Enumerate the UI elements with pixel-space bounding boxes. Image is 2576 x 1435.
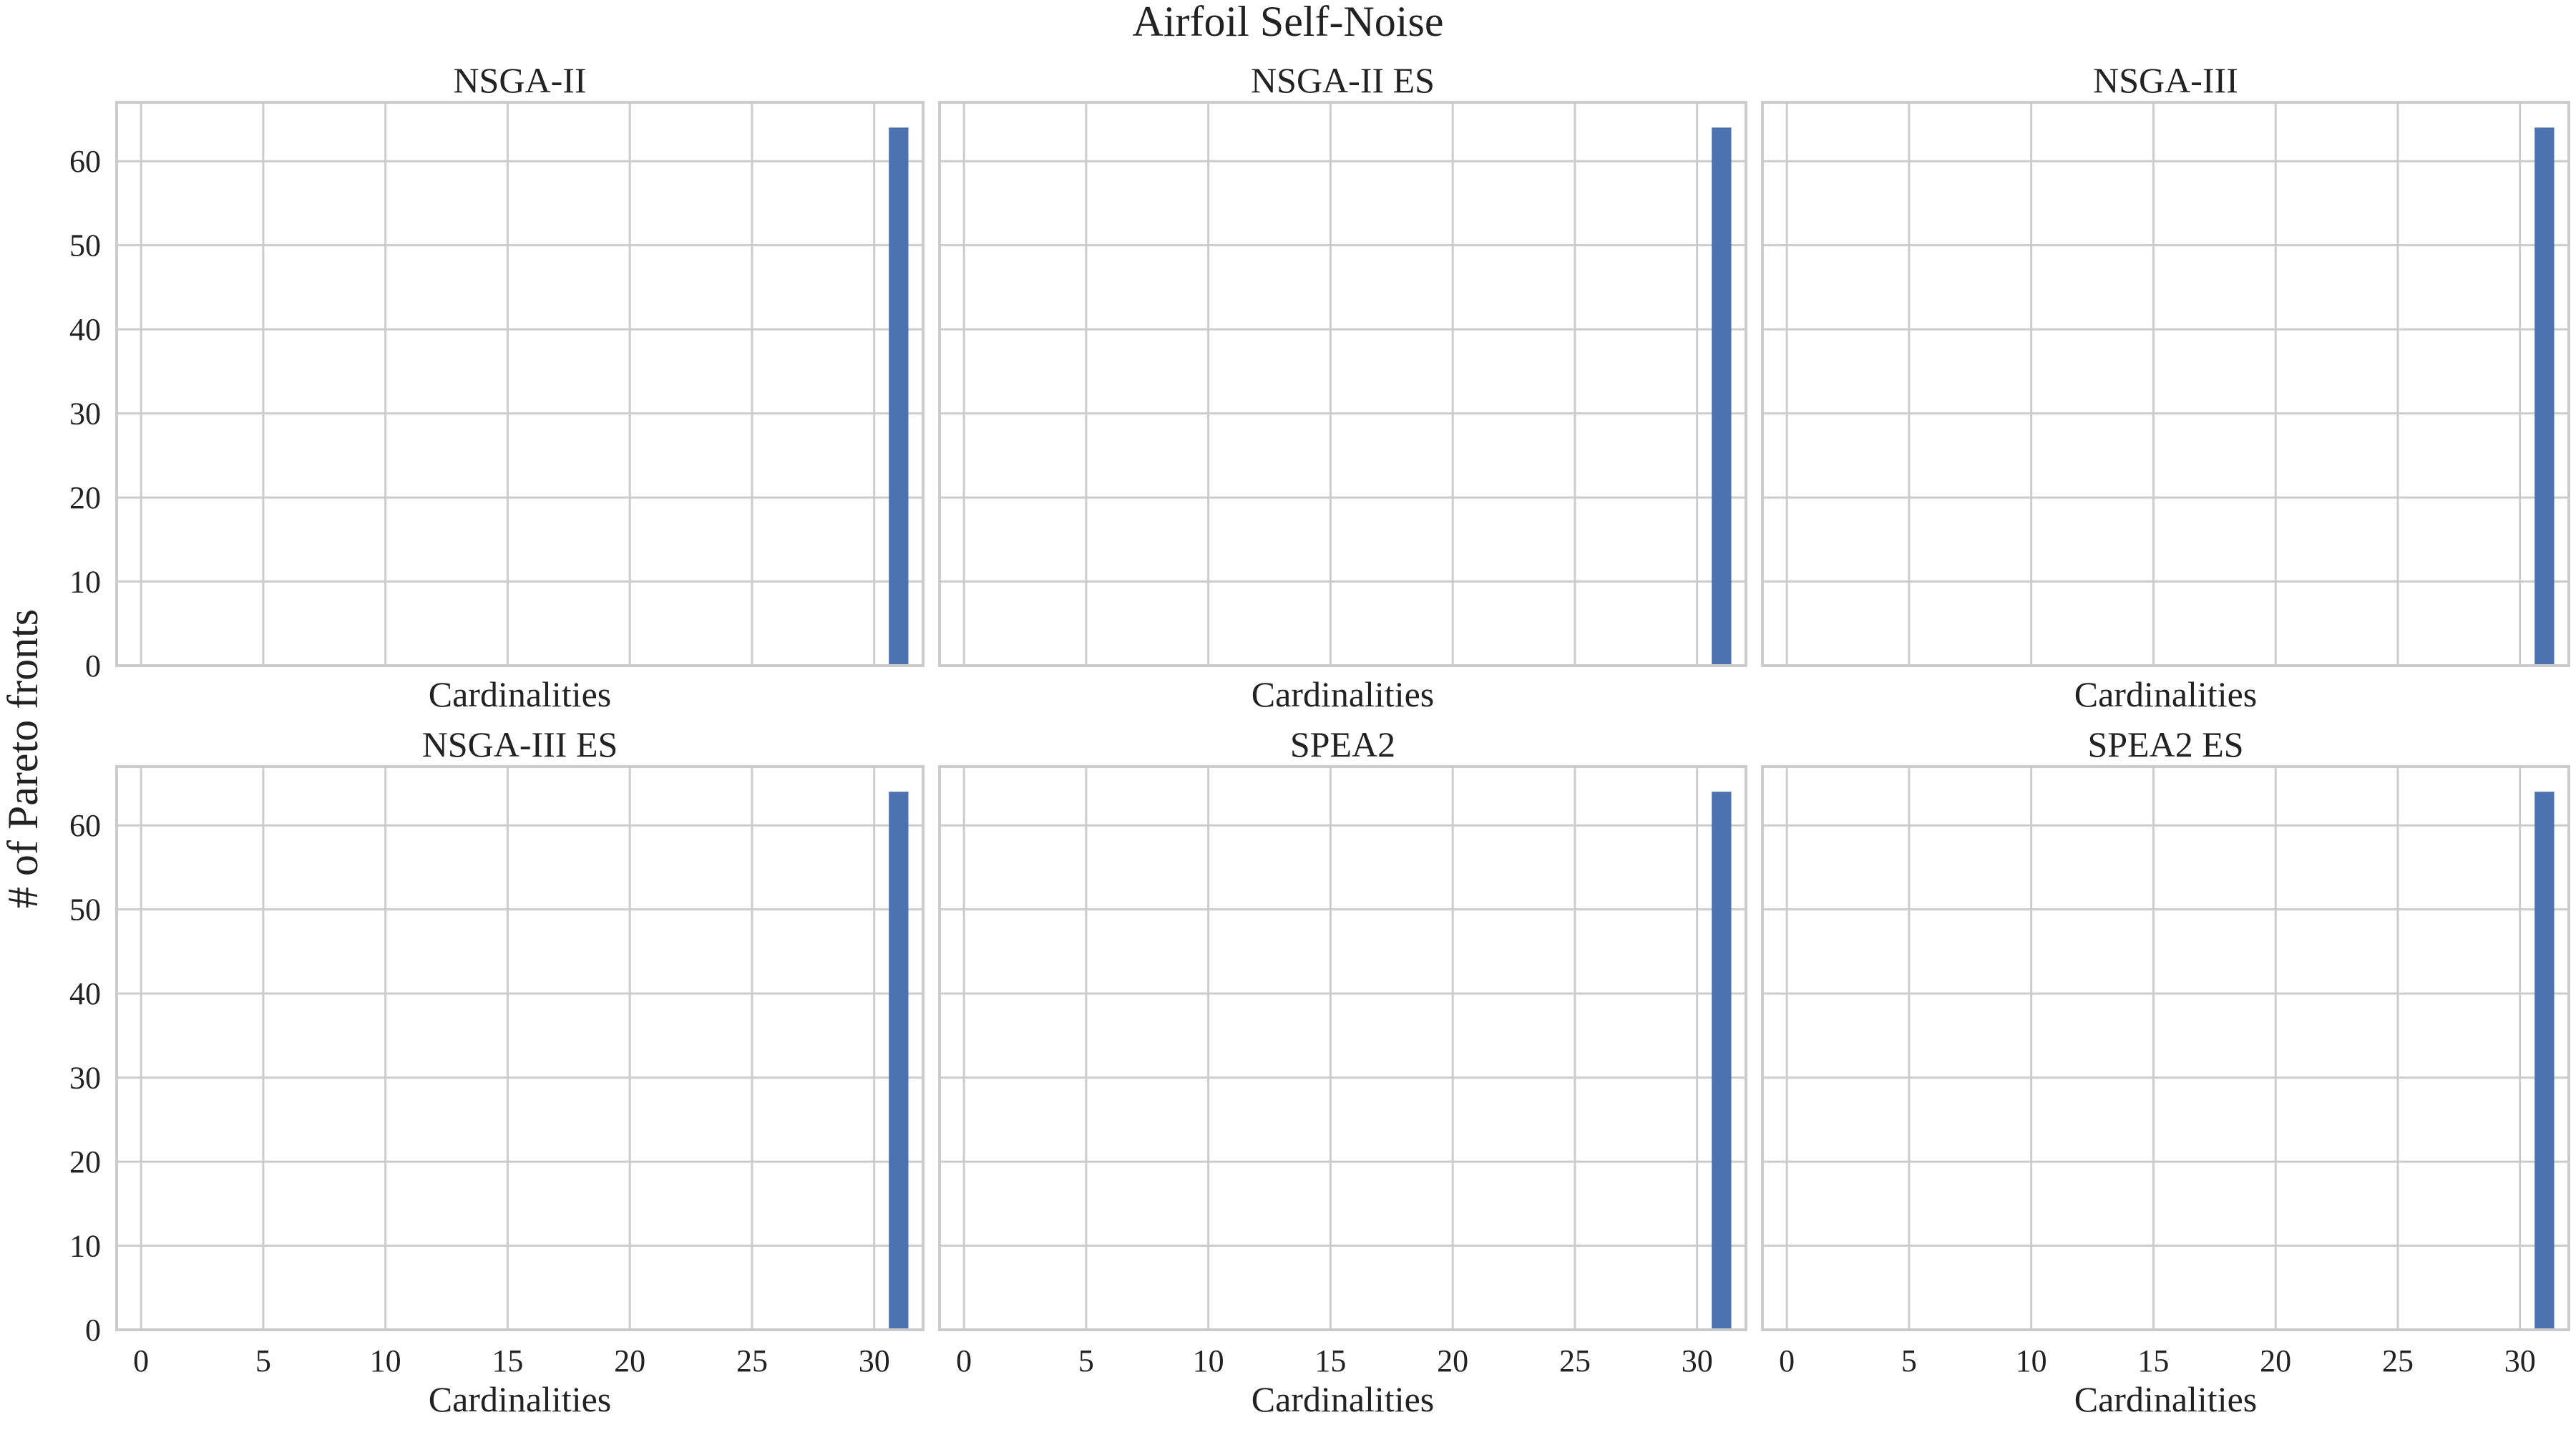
bar xyxy=(889,792,909,1330)
x-tick-label: 30 xyxy=(859,1343,890,1378)
plot-area xyxy=(940,102,1746,666)
y-tick-label: 20 xyxy=(69,480,101,515)
bar xyxy=(889,127,909,666)
subplot: NSGA-III Cardinalities xyxy=(1761,60,2570,714)
subplot-title: SPEA2 ES xyxy=(2087,724,2243,764)
x-tick-label: 10 xyxy=(2016,1343,2047,1378)
subplot-title: NSGA-III xyxy=(2093,60,2238,100)
x-tick-label: 25 xyxy=(736,1343,768,1378)
x-tick-label: 30 xyxy=(2504,1343,2536,1378)
figure-ylabel: # of Pareto fronts xyxy=(0,609,47,908)
x-tick-label: 0 xyxy=(956,1343,972,1378)
x-tick-label: 20 xyxy=(1437,1343,1468,1378)
y-tick-label: 10 xyxy=(69,1229,101,1264)
y-tick-label: 60 xyxy=(69,808,101,843)
y-tick-label: 50 xyxy=(69,892,101,928)
bar xyxy=(2534,127,2555,666)
plot-frame xyxy=(115,765,924,1331)
subplot-title: SPEA2 xyxy=(1290,724,1395,764)
figure-title: Airfoil Self-Noise xyxy=(1133,0,1444,45)
y-tick-label: 30 xyxy=(69,1061,101,1096)
subplot: SPEA2 ES 0 5 10 15 20 25 30 Cardinalities xyxy=(1761,724,2570,1419)
x-tick-label: 0 xyxy=(1779,1343,1795,1378)
y-tick-label: 20 xyxy=(69,1144,101,1179)
x-axis-label: Cardinalities xyxy=(2074,1379,2258,1419)
y-tick-label: 40 xyxy=(69,312,101,347)
subplot: SPEA2 0 5 10 15 20 25 30 Cardinalities xyxy=(938,724,1747,1419)
subplot: NSGA-III ES 0 10 20 30 40 50 60 0 5 10 15 20 25 30 Card… xyxy=(69,724,924,1419)
x-tick-label: 0 xyxy=(133,1343,149,1378)
plot-area xyxy=(1762,102,2569,666)
plot-area xyxy=(1762,767,2569,1330)
x-tick-label: 20 xyxy=(614,1343,645,1378)
subplot-title: NSGA-II ES xyxy=(1251,60,1435,100)
y-tick-label: 60 xyxy=(69,144,101,179)
x-axis-label: Cardinalities xyxy=(2074,674,2258,714)
x-tick-label: 25 xyxy=(2382,1343,2414,1378)
x-tick-label: 15 xyxy=(492,1343,523,1378)
x-tick-label: 15 xyxy=(2137,1343,2169,1378)
y-tick-label: 30 xyxy=(69,397,101,432)
x-tick-label: 5 xyxy=(1078,1343,1094,1378)
x-axis-label: Cardinalities xyxy=(429,1379,612,1419)
x-tick-label: 15 xyxy=(1314,1343,1346,1378)
y-tick-label: 10 xyxy=(69,565,101,600)
plot-area xyxy=(940,767,1746,1330)
x-tick-label: 30 xyxy=(1682,1343,1713,1378)
subplot: NSGA-II 0 10 20 30 40 50 60 Cardinalities xyxy=(69,60,924,714)
plot-frame xyxy=(1761,765,2570,1331)
y-tick-label: 40 xyxy=(69,976,101,1011)
plot-frame xyxy=(938,765,1747,1331)
plot-frame xyxy=(1761,101,2570,667)
y-tick-label: 0 xyxy=(85,648,101,684)
y-tick-label: 50 xyxy=(69,228,101,263)
plot-frame xyxy=(938,101,1747,667)
bar xyxy=(1712,127,1732,666)
plot-area xyxy=(117,767,923,1330)
x-axis-label: Cardinalities xyxy=(1252,1379,1435,1419)
x-tick-label: 20 xyxy=(2260,1343,2291,1378)
x-tick-label: 10 xyxy=(370,1343,401,1378)
x-tick-label: 5 xyxy=(1901,1343,1917,1378)
subplot: NSGA-II ES Cardinalities xyxy=(938,60,1747,714)
bar xyxy=(1712,792,1732,1330)
plot-frame xyxy=(115,101,924,667)
x-tick-label: 25 xyxy=(1559,1343,1591,1378)
bar xyxy=(2534,792,2555,1330)
x-axis-label: Cardinalities xyxy=(429,674,612,714)
x-axis-label: Cardinalities xyxy=(1252,674,1435,714)
y-tick-label: 0 xyxy=(85,1313,101,1348)
x-tick-label: 10 xyxy=(1193,1343,1224,1378)
plot-area xyxy=(117,102,923,666)
subplot-title: NSGA-II xyxy=(453,60,586,100)
subplot-title: NSGA-III ES xyxy=(422,724,618,764)
subplot-grid: NSGA-II0102030405060CardinalitiesNSGA-II… xyxy=(69,60,2570,1419)
x-tick-label: 5 xyxy=(255,1343,271,1378)
